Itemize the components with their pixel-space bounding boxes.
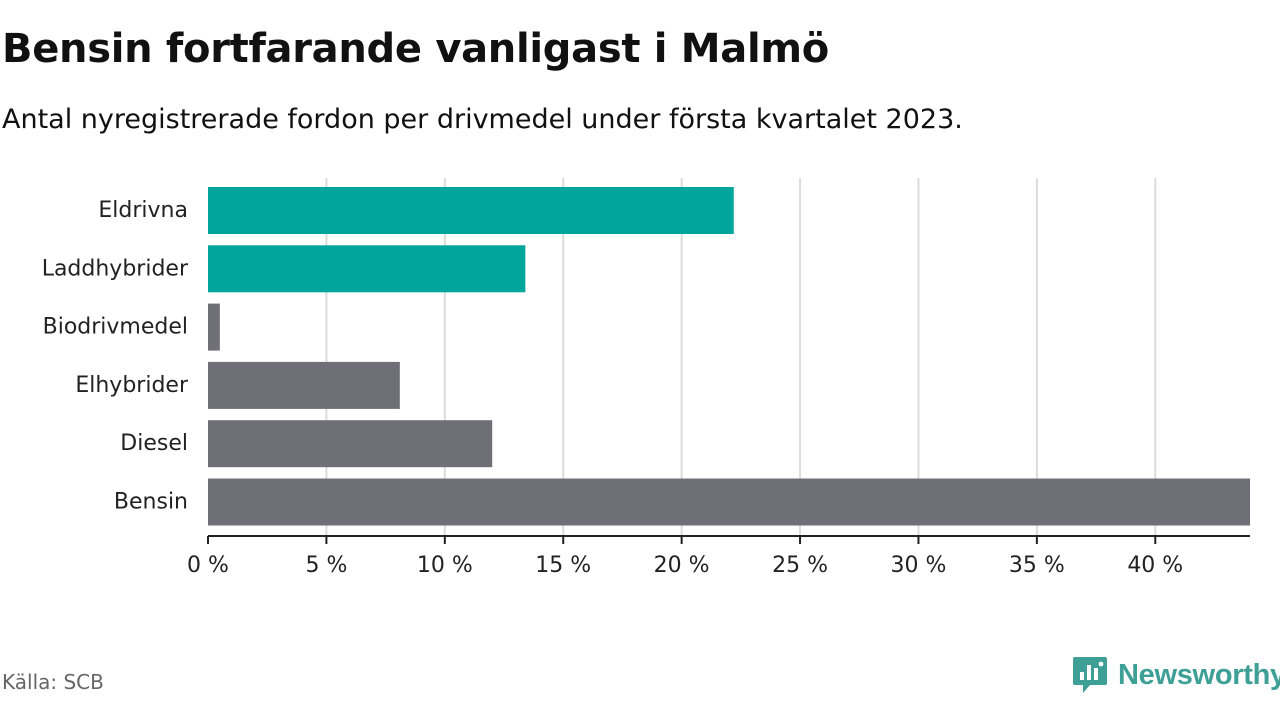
category-label: Biodrivmedel: [43, 315, 188, 340]
source-note: Källa: SCB: [2, 670, 104, 694]
category-label: Diesel: [120, 431, 188, 456]
x-tick-label: 20 %: [654, 553, 710, 578]
category-label: Laddhybrider: [42, 256, 189, 281]
bar-laddhybrider: [208, 245, 526, 293]
brand-logo: Newsworthy: [1072, 655, 1280, 695]
bars: [208, 187, 1250, 526]
bar-diesel: [208, 420, 493, 468]
grid-lines: [325, 178, 1157, 536]
bar-biodrivmedel: [208, 303, 220, 351]
x-axis: 0 % 5 % 10 % 15 % 20 % 25 % 30 % 35 % 40 %: [187, 535, 1250, 578]
category-label: Bensin: [114, 490, 188, 515]
x-tick-label: 35 %: [1009, 553, 1065, 578]
x-tick-label: 10 %: [417, 553, 473, 578]
x-tick-label: 0 %: [187, 553, 229, 578]
category-label: Eldrivna: [98, 198, 188, 223]
x-tick-label: 30 %: [891, 553, 947, 578]
x-tick-label: 5 %: [305, 553, 347, 578]
category-labels: Eldrivna Laddhybrider Biodrivmedel Elhybrid…: [42, 198, 189, 515]
bar-bensin: [208, 478, 1250, 526]
chart-title: Bensin fortfarande vanligast i Malmö: [2, 26, 829, 72]
x-tick-label: 15 %: [535, 553, 591, 578]
chart-subtitle: Antal nyregistrerade fordon per drivmede…: [2, 104, 963, 135]
bar-elhybrider: [208, 361, 400, 409]
category-label: Elhybrider: [75, 373, 189, 398]
bar-chart: Eldrivna Laddhybrider Biodrivmedel Elhybrid…: [42, 178, 1250, 578]
brand-name: Newsworthy: [1118, 658, 1280, 691]
x-tick-label: 25 %: [772, 553, 828, 578]
bar-eldrivna: [208, 187, 734, 234]
x-tick-label: 40 %: [1127, 553, 1183, 578]
newsworthy-logo-icon: [1073, 657, 1107, 693]
